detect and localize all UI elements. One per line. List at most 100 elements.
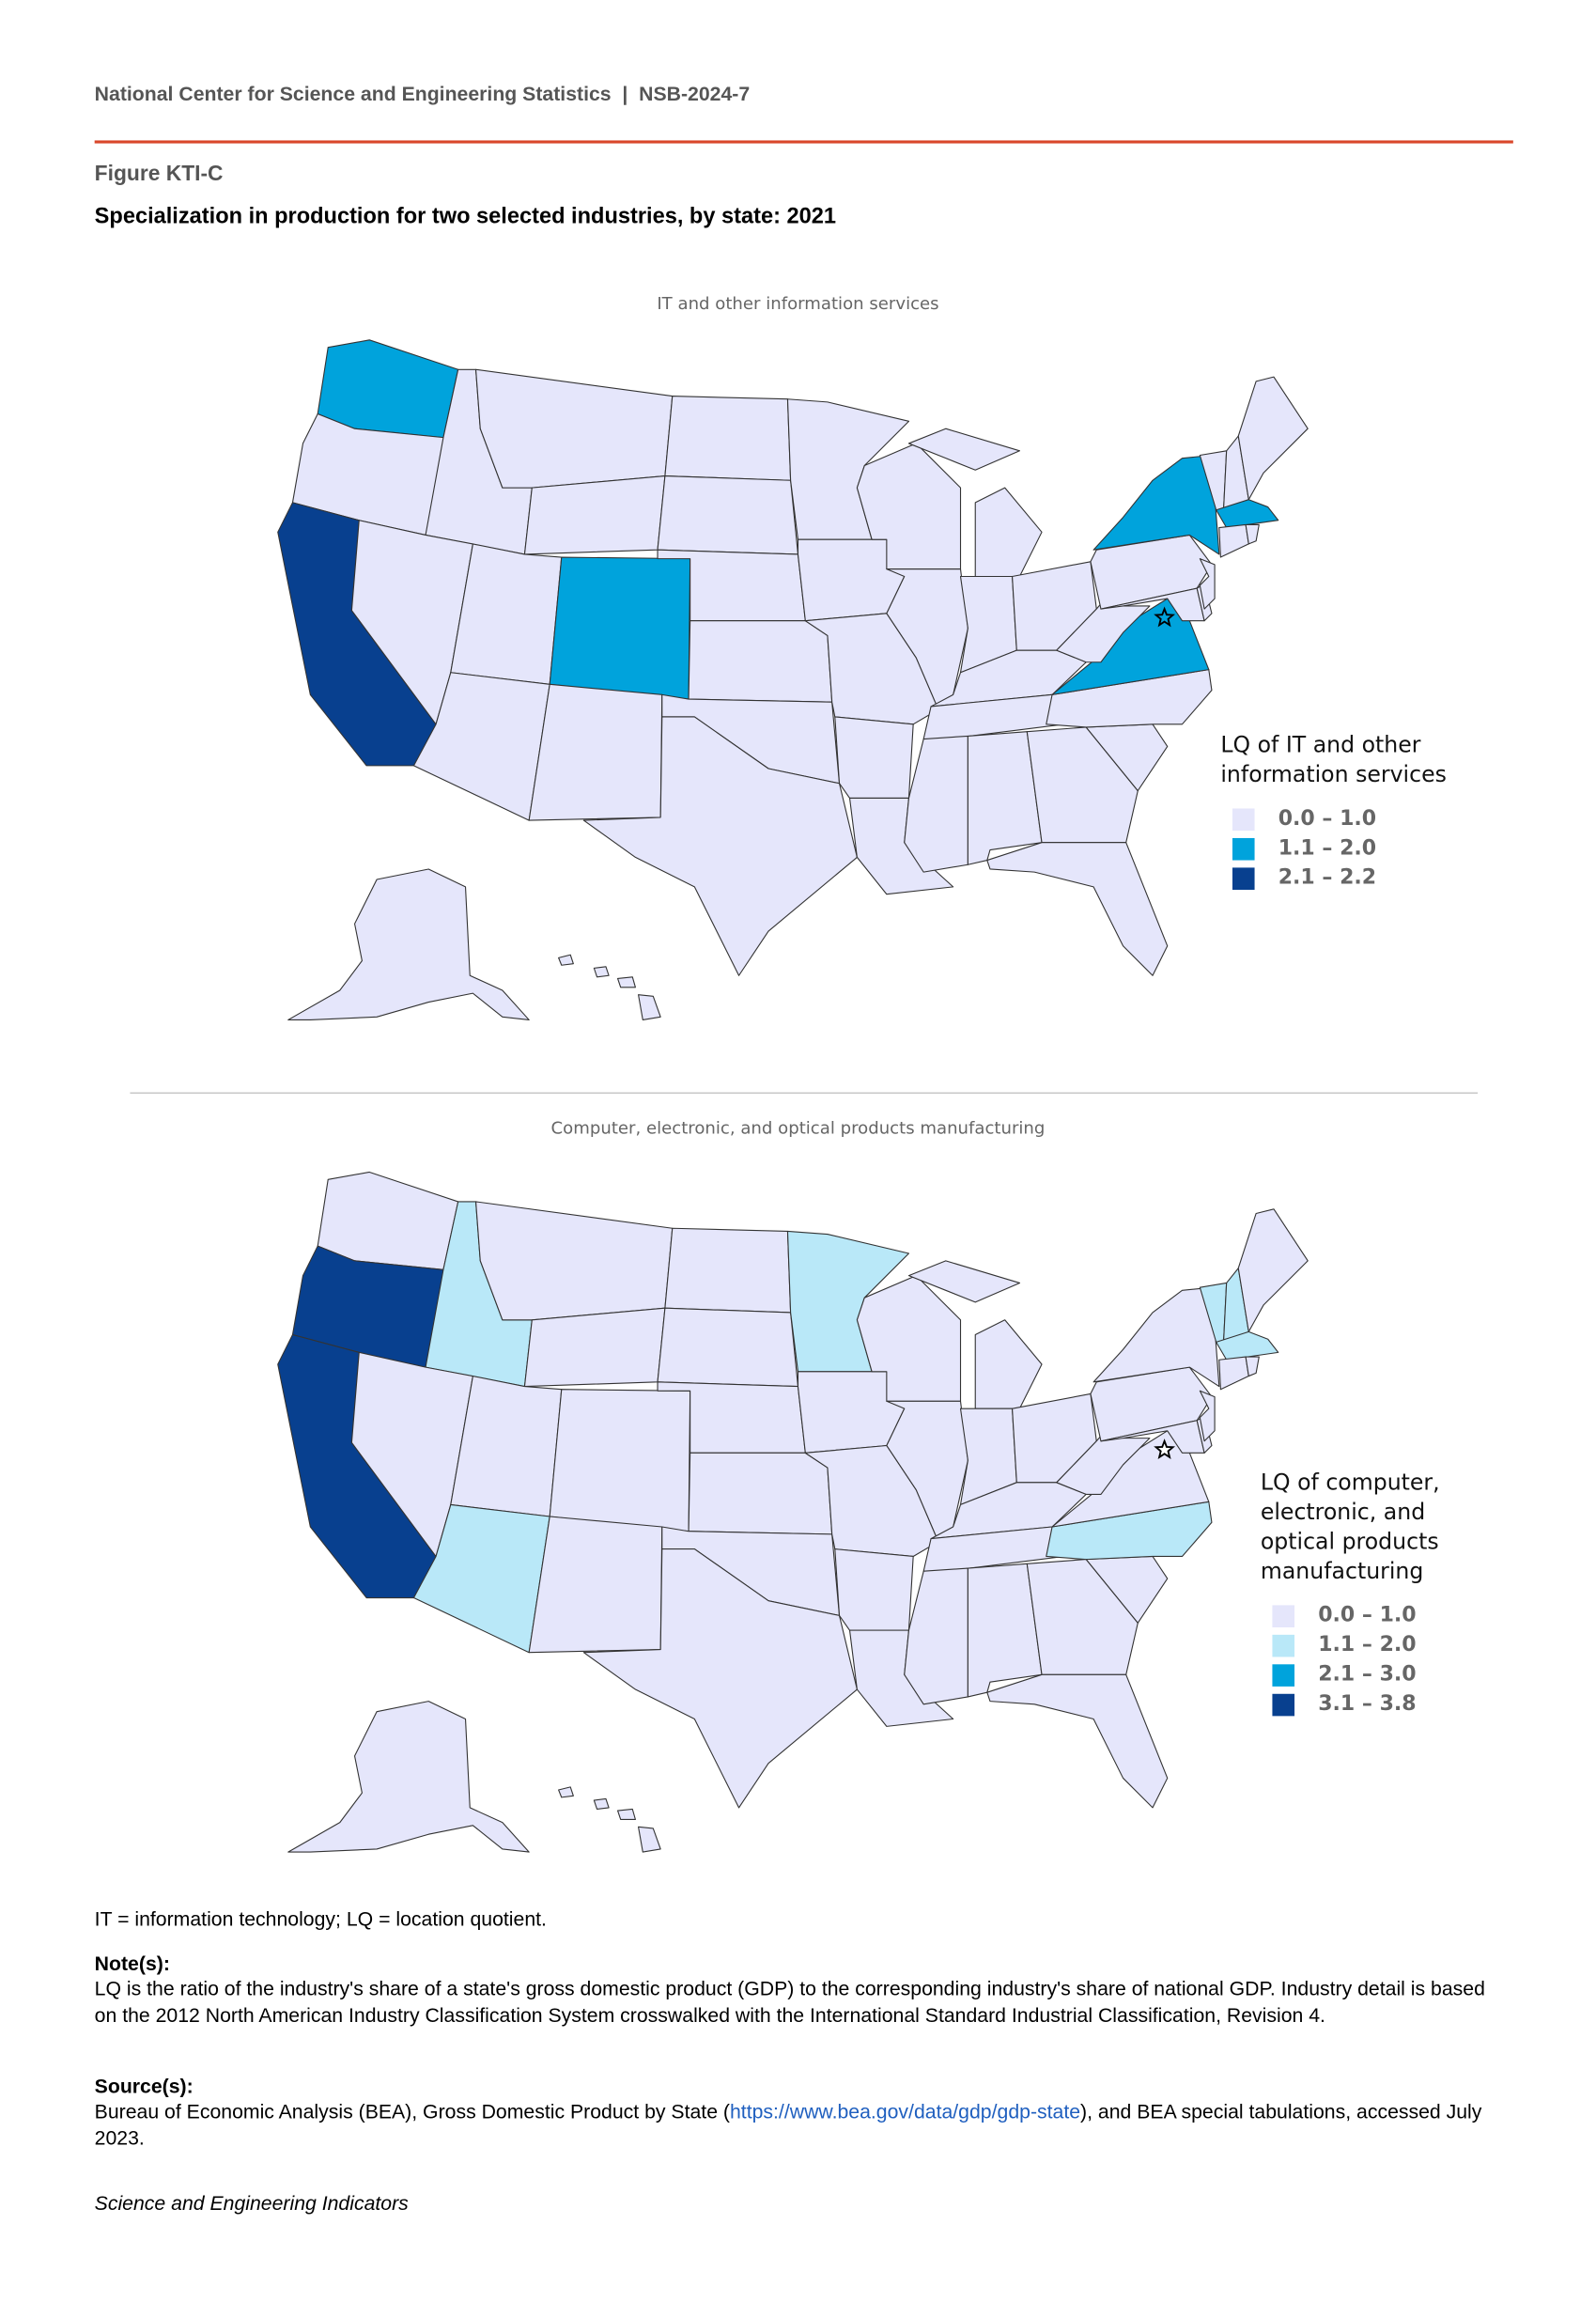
source-pre: Bureau of Economic Analysis (BEA), Gross…	[94, 2100, 730, 2123]
state-nc[interactable]	[1046, 1501, 1213, 1561]
state-sd[interactable]	[657, 1307, 799, 1388]
legend-item: 2.1 – 2.2	[1232, 863, 1472, 893]
legend-title: LQ of IT and other information services	[1220, 731, 1447, 788]
legend-item: 0.0 – 1.0	[1232, 804, 1472, 833]
state-ak[interactable]	[287, 1701, 530, 1853]
map-2	[277, 1171, 1309, 1853]
map-1-title: IT and other information services	[657, 292, 939, 314]
state-ny[interactable]	[1092, 1286, 1220, 1388]
state-ms[interactable]	[904, 735, 968, 873]
legend-item: 1.1 – 2.0	[1232, 833, 1472, 863]
state-hi[interactable]	[593, 1797, 610, 1811]
state-tx[interactable]	[582, 716, 858, 976]
legend-label: 2.1 – 3.0	[1318, 1662, 1417, 1687]
note-text: LQ is the ratio of the industry's share …	[94, 1977, 1485, 2026]
state-wy[interactable]	[523, 1307, 666, 1388]
state-tx[interactable]	[582, 1548, 858, 1809]
state-hi[interactable]	[558, 1786, 574, 1798]
state-mi[interactable]	[974, 487, 1043, 578]
state-nj[interactable]	[1199, 558, 1216, 610]
state-wy[interactable]	[523, 474, 666, 555]
state-az[interactable]	[412, 672, 550, 821]
state-co[interactable]	[549, 1389, 691, 1532]
legend-label: 1.1 – 2.0	[1278, 836, 1377, 861]
figure-title: Specialization in production for two sel…	[94, 204, 837, 229]
map-1-legend: LQ of IT and other information services …	[1220, 730, 1471, 893]
state-fl[interactable]	[986, 1673, 1169, 1809]
state-hi[interactable]	[617, 1808, 636, 1821]
figure-label: Figure KTI-C	[94, 163, 224, 187]
source-text: Bureau of Economic Analysis (BEA), Gross…	[95, 2099, 1498, 2151]
legend-title: LQ of computer, electronic, and optical …	[1260, 1469, 1440, 1585]
legend-item: 0.0 – 1.0	[1272, 1601, 1481, 1630]
legend-label: 1.1 – 2.0	[1318, 1633, 1417, 1657]
state-hi[interactable]	[638, 1826, 661, 1853]
state-mi[interactable]	[907, 428, 1020, 471]
state-ga[interactable]	[1026, 726, 1139, 844]
state-ms[interactable]	[904, 1567, 968, 1705]
state-nm[interactable]	[528, 683, 663, 821]
dc-star-icon[interactable]	[1154, 606, 1176, 628]
state-az[interactable]	[412, 1503, 550, 1654]
state-ma[interactable]	[1216, 499, 1279, 529]
state-mt[interactable]	[474, 368, 674, 489]
note-label: Note(s):	[94, 1952, 170, 1975]
header-rule	[94, 140, 1513, 144]
publication-name: Science and Engineering Indicators	[94, 2191, 409, 2215]
legend-swatch	[1272, 1634, 1295, 1657]
state-ks[interactable]	[688, 1452, 833, 1535]
state-ri[interactable]	[1245, 1356, 1260, 1377]
legend-swatch	[1272, 1692, 1295, 1716]
legend-swatch	[1232, 837, 1255, 860]
legend-item: 1.1 – 2.0	[1272, 1630, 1481, 1659]
state-ar[interactable]	[834, 1548, 914, 1631]
source-label: Source(s):	[94, 2075, 194, 2098]
source-link[interactable]: https://www.bea.gov/data/gdp/gdp-state	[729, 2100, 1081, 2123]
map-2-legend: LQ of computer, electronic, and optical …	[1261, 1468, 1482, 1719]
map-2-title: Computer, electronic, and optical produc…	[550, 1117, 1046, 1139]
legend-label: 2.1 – 2.2	[1278, 865, 1377, 891]
state-me[interactable]	[1237, 376, 1309, 501]
state-sd[interactable]	[657, 474, 799, 555]
state-mi[interactable]	[974, 1319, 1043, 1409]
legend-label: 0.0 – 1.0	[1278, 806, 1377, 832]
state-hi[interactable]	[558, 954, 574, 966]
legend-swatch	[1272, 1663, 1295, 1687]
state-ar[interactable]	[834, 716, 914, 800]
state-ri[interactable]	[1245, 523, 1260, 545]
legend-swatch	[1272, 1604, 1295, 1627]
state-ct[interactable]	[1218, 1356, 1249, 1391]
map-divider	[130, 1092, 1479, 1095]
state-hi[interactable]	[593, 966, 610, 978]
state-ga[interactable]	[1026, 1559, 1139, 1675]
source-post: ), and BEA special tabulations, accessed…	[94, 2100, 1482, 2149]
header-source-line: National Center for Science and Engineer…	[94, 83, 751, 105]
legend-swatch	[1232, 866, 1255, 890]
state-co[interactable]	[549, 556, 691, 700]
state-nc[interactable]	[1046, 669, 1213, 728]
state-ct[interactable]	[1218, 523, 1249, 558]
map-1	[277, 339, 1309, 1020]
state-hi[interactable]	[638, 994, 661, 1020]
legend-swatch	[1232, 807, 1255, 831]
state-nm[interactable]	[528, 1516, 663, 1654]
state-me[interactable]	[1237, 1208, 1309, 1332]
state-nd[interactable]	[664, 396, 792, 481]
legend-label: 0.0 – 1.0	[1318, 1603, 1417, 1627]
state-ak[interactable]	[287, 868, 530, 1020]
state-ks[interactable]	[688, 620, 833, 703]
state-nd[interactable]	[664, 1227, 792, 1314]
state-nj[interactable]	[1199, 1390, 1216, 1442]
legend-label: 3.1 – 3.8	[1318, 1692, 1417, 1717]
state-hi[interactable]	[617, 976, 636, 988]
state-mi[interactable]	[907, 1260, 1020, 1303]
state-ma[interactable]	[1216, 1330, 1279, 1361]
dc-star-icon[interactable]	[1154, 1439, 1176, 1460]
legend-item: 3.1 – 3.8	[1272, 1689, 1481, 1719]
state-fl[interactable]	[986, 842, 1169, 976]
state-ny[interactable]	[1092, 454, 1220, 555]
abbreviations: IT = information technology; LQ = locati…	[94, 1907, 547, 1931]
state-mt[interactable]	[474, 1201, 674, 1321]
